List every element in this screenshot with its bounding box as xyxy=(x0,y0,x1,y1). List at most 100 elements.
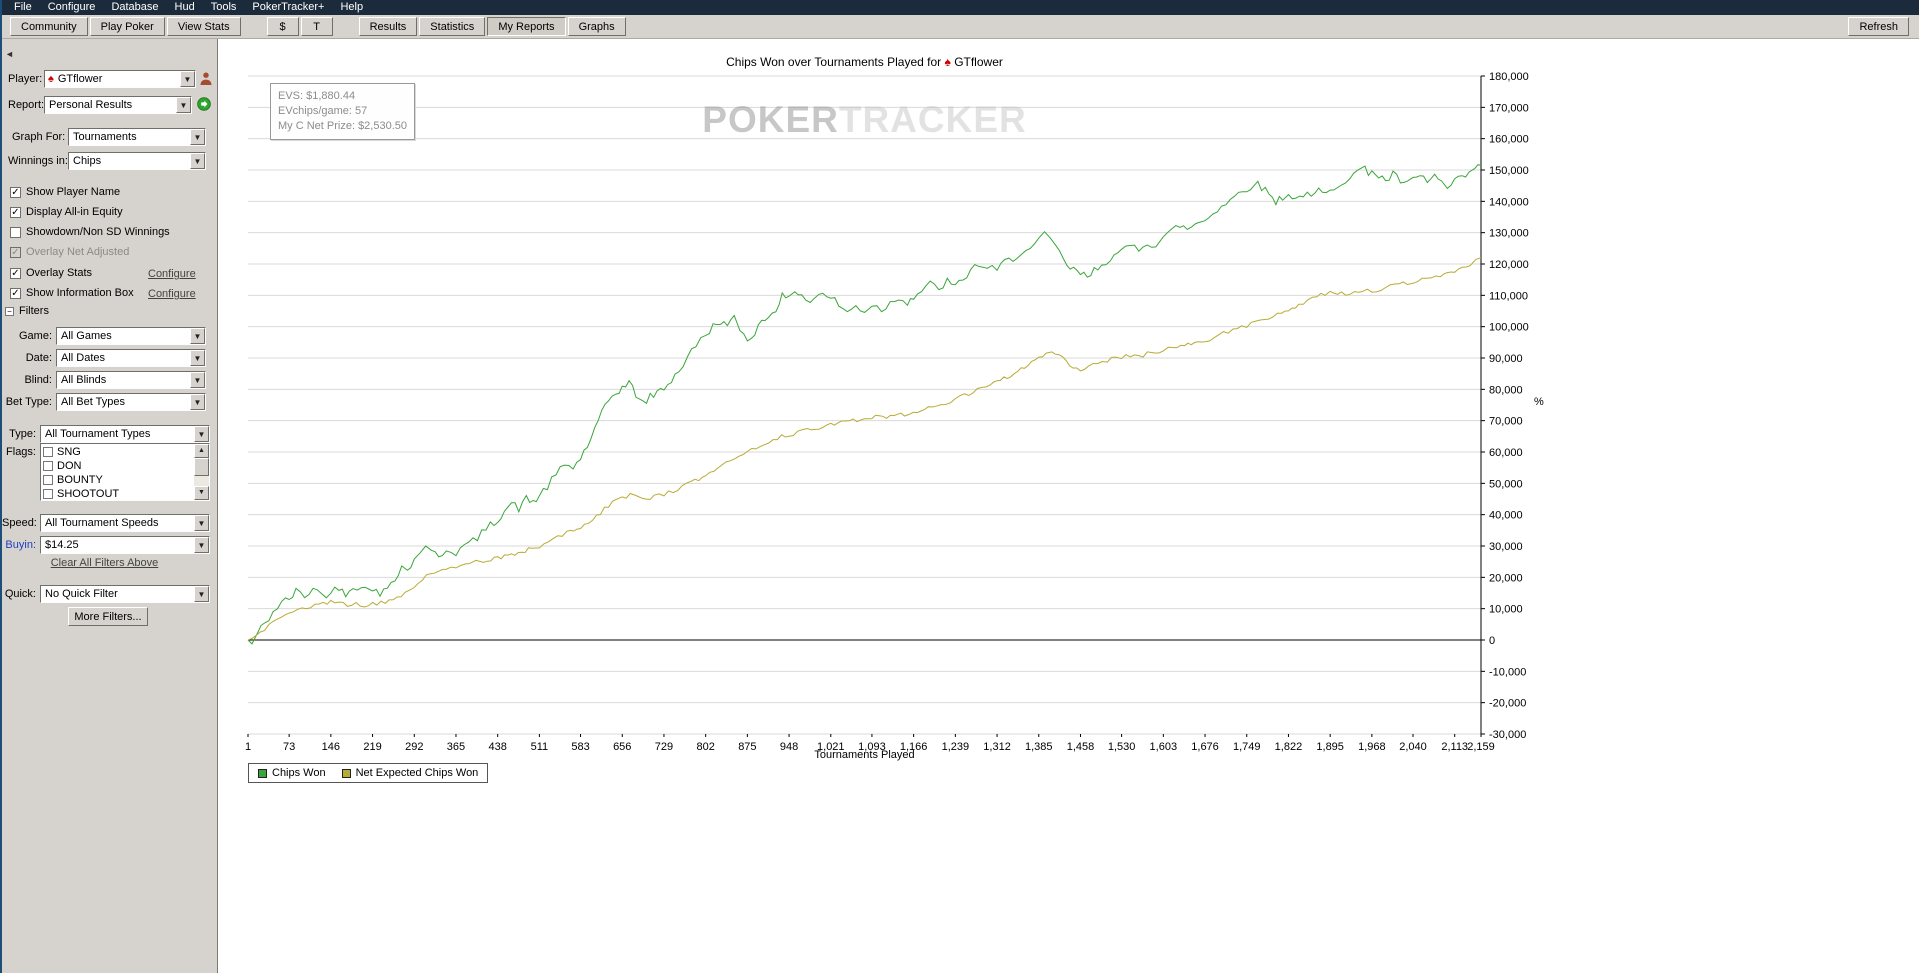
refresh-button[interactable]: Refresh xyxy=(1848,17,1909,36)
game-filter-value: All Games xyxy=(61,330,112,342)
scroll-up-icon[interactable]: ▲ xyxy=(194,444,209,458)
tab-graphs[interactable]: Graphs xyxy=(567,17,626,36)
svg-text:20,000: 20,000 xyxy=(1489,572,1523,584)
more-filters-button[interactable]: More Filters... xyxy=(68,607,148,626)
game-filter-select[interactable]: All Games ▼ xyxy=(56,327,206,345)
tournament-units-button[interactable]: T xyxy=(300,17,333,36)
svg-text:73: 73 xyxy=(283,741,295,753)
svg-text:2,040: 2,040 xyxy=(1399,741,1427,753)
menu-file[interactable]: File xyxy=(14,1,32,13)
checkbox-overlay-stats[interactable]: Overlay Stats xyxy=(10,266,92,280)
svg-text:438: 438 xyxy=(489,741,507,753)
type-filter-select[interactable]: All Tournament Types ▼ xyxy=(40,425,210,443)
svg-text:30,000: 30,000 xyxy=(1489,541,1523,553)
dropdown-arrow-icon: ▼ xyxy=(194,515,209,531)
show-info-box-configure-link[interactable]: Configure xyxy=(148,288,196,300)
play-poker-button[interactable]: Play Poker xyxy=(89,17,165,36)
buyin-filter-value: $14.25 xyxy=(45,539,79,551)
buyin-filter-select[interactable]: $14.25 ▼ xyxy=(40,536,210,554)
svg-text:150,000: 150,000 xyxy=(1489,165,1529,177)
menu-database[interactable]: Database xyxy=(111,1,159,13)
menu-help[interactable]: Help xyxy=(340,1,364,13)
view-stats-button[interactable]: View Stats xyxy=(166,17,241,36)
report-select-value: Personal Results xyxy=(49,99,133,111)
svg-text:1: 1 xyxy=(245,741,251,753)
svg-text:365: 365 xyxy=(447,741,465,753)
x-axis-title: Tournaments Played xyxy=(814,749,915,761)
flag-item-sng[interactable]: SNG xyxy=(43,445,193,459)
quick-filter-value: No Quick Filter xyxy=(45,588,118,600)
flag-label: SHOOTOUT xyxy=(57,488,120,500)
sidebar: ◄ Player: ♠ GTflower ▼ Report: Personal … xyxy=(0,39,218,973)
svg-text:140,000: 140,000 xyxy=(1489,196,1529,208)
game-filter-label: Game: xyxy=(18,330,52,342)
flag-label: SNG xyxy=(57,446,81,458)
checkbox-icon xyxy=(10,226,21,238)
quick-filter-select[interactable]: No Quick Filter ▼ xyxy=(40,585,210,603)
svg-text:180,000: 180,000 xyxy=(1489,71,1529,83)
winnings-in-select[interactable]: Chips ▼ xyxy=(68,152,206,170)
menu-configure[interactable]: Configure xyxy=(47,1,96,13)
menu-tools[interactable]: Tools xyxy=(210,1,237,13)
checkbox-show-information-box[interactable]: Show Information Box xyxy=(10,286,134,300)
type-filter-value: All Tournament Types xyxy=(45,428,151,440)
overlay-stats-configure-link[interactable]: Configure xyxy=(148,268,196,280)
tab-my-reports[interactable]: My Reports xyxy=(487,17,566,36)
graph-for-label: Graph For: xyxy=(12,131,66,143)
dropdown-arrow-icon: ▼ xyxy=(194,426,209,442)
flag-item-bounty[interactable]: BOUNTY xyxy=(43,473,193,487)
svg-text:70,000: 70,000 xyxy=(1489,416,1523,428)
svg-text:583: 583 xyxy=(571,741,589,753)
toolbar: Community Play Poker View Stats $ T Resu… xyxy=(0,15,1919,39)
player-profile-icon[interactable] xyxy=(199,71,213,89)
bet-type-filter-select[interactable]: All Bet Types ▼ xyxy=(56,393,206,411)
checkbox-show-player-name[interactable]: Show Player Name xyxy=(10,185,120,199)
menu-pokertracker-plus[interactable]: PokerTracker+ xyxy=(252,1,325,13)
dropdown-arrow-icon: ▼ xyxy=(190,372,205,388)
clear-all-filters-link[interactable]: Clear All Filters Above xyxy=(50,557,159,569)
svg-text:-30,000: -30,000 xyxy=(1489,729,1526,741)
blind-filter-value: All Blinds xyxy=(61,374,107,386)
flags-scrollbar[interactable]: ▲ ▼ xyxy=(194,444,209,500)
info-evs: EVS: $1,880.44 xyxy=(278,90,356,102)
tab-results[interactable]: Results xyxy=(358,17,418,36)
speed-filter-label: Speed: xyxy=(2,517,37,529)
dropdown-arrow-icon: ▼ xyxy=(190,153,205,169)
svg-text:160,000: 160,000 xyxy=(1489,134,1529,146)
checkbox-display-all-in-equity[interactable]: Display All-in Equity xyxy=(10,205,123,219)
scroll-down-icon[interactable]: ▼ xyxy=(194,486,209,500)
money-units-button[interactable]: $ xyxy=(266,17,299,36)
graph-for-value: Tournaments xyxy=(73,131,137,143)
winnings-in-label: Winnings in: xyxy=(8,155,68,167)
buyin-filter-label: Buyin: xyxy=(5,539,36,551)
flags-list[interactable]: SNG DON BOUNTY SHOOTOUT ▲ xyxy=(40,443,210,501)
scrollbar-thumb[interactable] xyxy=(194,458,209,476)
menu-bar: File Configure Database Hud Tools PokerT… xyxy=(0,0,1919,15)
community-button[interactable]: Community xyxy=(10,17,88,36)
svg-text:60,000: 60,000 xyxy=(1489,447,1523,459)
legend-label: Chips Won xyxy=(272,767,326,779)
pokerstars-site-icon: ♠ xyxy=(48,73,54,85)
date-filter-select[interactable]: All Dates ▼ xyxy=(56,349,206,367)
right-axis-label: % xyxy=(1534,396,1544,408)
graph-for-select[interactable]: Tournaments ▼ xyxy=(68,128,206,146)
menu-hud[interactable]: Hud xyxy=(174,1,195,13)
svg-text:292: 292 xyxy=(405,741,423,753)
speed-filter-select[interactable]: All Tournament Speeds ▼ xyxy=(40,514,210,532)
report-select[interactable]: Personal Results ▼ xyxy=(44,96,192,114)
svg-text:511: 511 xyxy=(531,741,549,753)
player-select[interactable]: ♠ GTflower ▼ xyxy=(44,70,196,88)
legend-label: Net Expected Chips Won xyxy=(355,767,479,779)
flag-item-shootout[interactable]: SHOOTOUT xyxy=(43,487,193,500)
flag-item-don[interactable]: DON xyxy=(43,459,193,473)
report-run-icon[interactable] xyxy=(197,97,211,114)
chart-info-box: EVS: $1,880.44 EVchips/game: 57 My C Net… xyxy=(270,83,416,140)
svg-text:120,000: 120,000 xyxy=(1489,259,1529,271)
checkbox-showdown-non-sd-winnings[interactable]: Showdown/Non SD Winnings xyxy=(10,225,170,239)
svg-text:0: 0 xyxy=(1489,635,1495,647)
svg-text:1,458: 1,458 xyxy=(1067,741,1095,753)
tab-statistics[interactable]: Statistics xyxy=(419,17,486,36)
sidebar-collapse-button[interactable]: ◄ xyxy=(5,49,14,59)
blind-filter-select[interactable]: All Blinds ▼ xyxy=(56,371,206,389)
filters-section-header[interactable]: − Filters xyxy=(5,305,49,317)
